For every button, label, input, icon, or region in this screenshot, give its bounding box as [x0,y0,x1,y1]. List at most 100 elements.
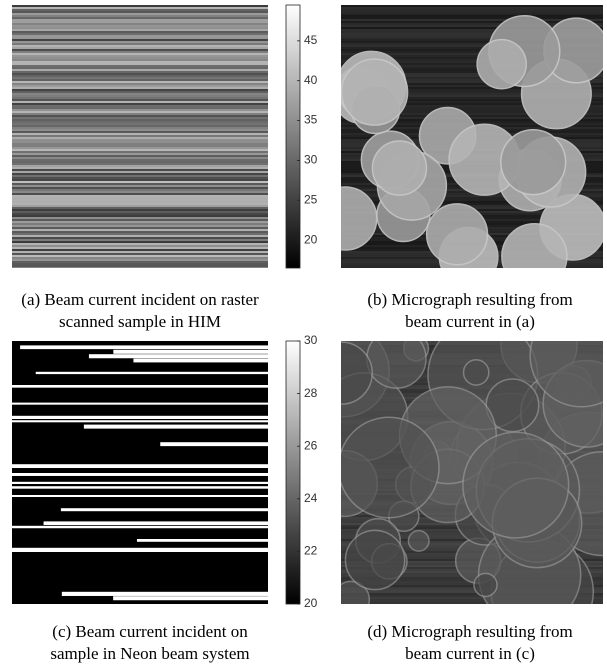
stripe [113,596,268,601]
noise [341,199,603,201]
stripe [12,233,268,235]
stripe [12,205,268,207]
stripe [12,261,268,263]
stripe [12,23,268,25]
stripe [12,193,268,195]
colorbar-tick-label: 45 [304,33,318,47]
noise [341,205,603,207]
noise [341,29,603,31]
noise [341,43,603,45]
stripe [12,227,268,229]
stripe [35,371,268,375]
noise [341,119,603,121]
noise [341,597,603,599]
stripe [12,59,268,61]
noise [341,587,603,589]
stripe [12,464,268,469]
stripe [12,263,268,265]
stripe [12,175,268,177]
stripe [12,107,268,109]
noise [341,73,603,75]
stripe [12,55,268,57]
stripe [12,415,268,420]
stripe [12,9,268,11]
stripe [12,259,268,261]
stripe [12,402,268,405]
stripe [12,45,268,47]
colorbar-tick-label: 28 [304,386,318,400]
stripe [12,247,268,249]
noise [341,19,603,21]
particle [501,222,568,268]
stripe [12,249,268,251]
noise [341,59,603,61]
stripe [12,109,268,111]
stripe [12,83,268,85]
noise [341,25,603,27]
noise [341,107,603,109]
noise [341,193,603,195]
stripe [12,251,268,253]
noise [341,195,603,197]
stripe [12,223,268,225]
particle [425,203,489,266]
stripe [12,81,268,83]
noise [341,21,603,23]
stripe [88,354,268,359]
noise [341,117,603,119]
stripe [12,231,268,233]
stripe [12,75,268,77]
stripe [12,201,268,203]
noise [341,17,603,19]
particle [371,140,428,196]
colorbar-tick-label: 26 [304,438,318,452]
stripe [12,225,268,227]
particle [476,38,527,90]
stripe [12,185,268,187]
caption: (b) Micrograph resulting from [367,290,572,309]
stripe [12,239,268,241]
stripe [12,67,268,69]
stripe [12,221,268,223]
noise [341,87,603,89]
stripe [12,171,268,173]
stripe [12,235,268,237]
colorbar-tick-label: 24 [304,491,318,505]
stripe [12,265,268,267]
stripe [12,85,268,87]
stripe [12,169,268,171]
stripe [12,267,268,268]
stripe [12,35,268,37]
colorbar-tick-label: 40 [304,73,318,87]
colorbar-tick-label: 30 [304,153,318,167]
noise [341,91,603,93]
stripe [12,87,268,89]
noise [341,83,603,85]
stripe [12,187,268,189]
noise [341,595,603,597]
stripe [133,358,268,363]
panel-image [341,341,603,604]
stripe [12,131,268,133]
particle [341,58,409,126]
caption: (d) Micrograph resulting from [367,622,572,641]
stripe [12,47,268,49]
stripe [12,143,268,145]
caption: beam current in (a) [405,312,535,331]
stripe [12,65,268,67]
stripe [12,167,268,169]
particle [462,359,490,386]
stripe [83,424,268,429]
stripe [12,5,268,7]
noise [341,95,603,97]
noise [341,593,603,595]
stripe [12,163,268,165]
caption: scanned sample in HIM [59,312,221,331]
particle [473,572,498,598]
noise [341,9,603,11]
stripe [12,73,268,75]
stripe [12,31,268,33]
stripe [12,53,268,55]
colorbar-tick-label: 25 [304,192,318,206]
stripe [60,508,268,512]
